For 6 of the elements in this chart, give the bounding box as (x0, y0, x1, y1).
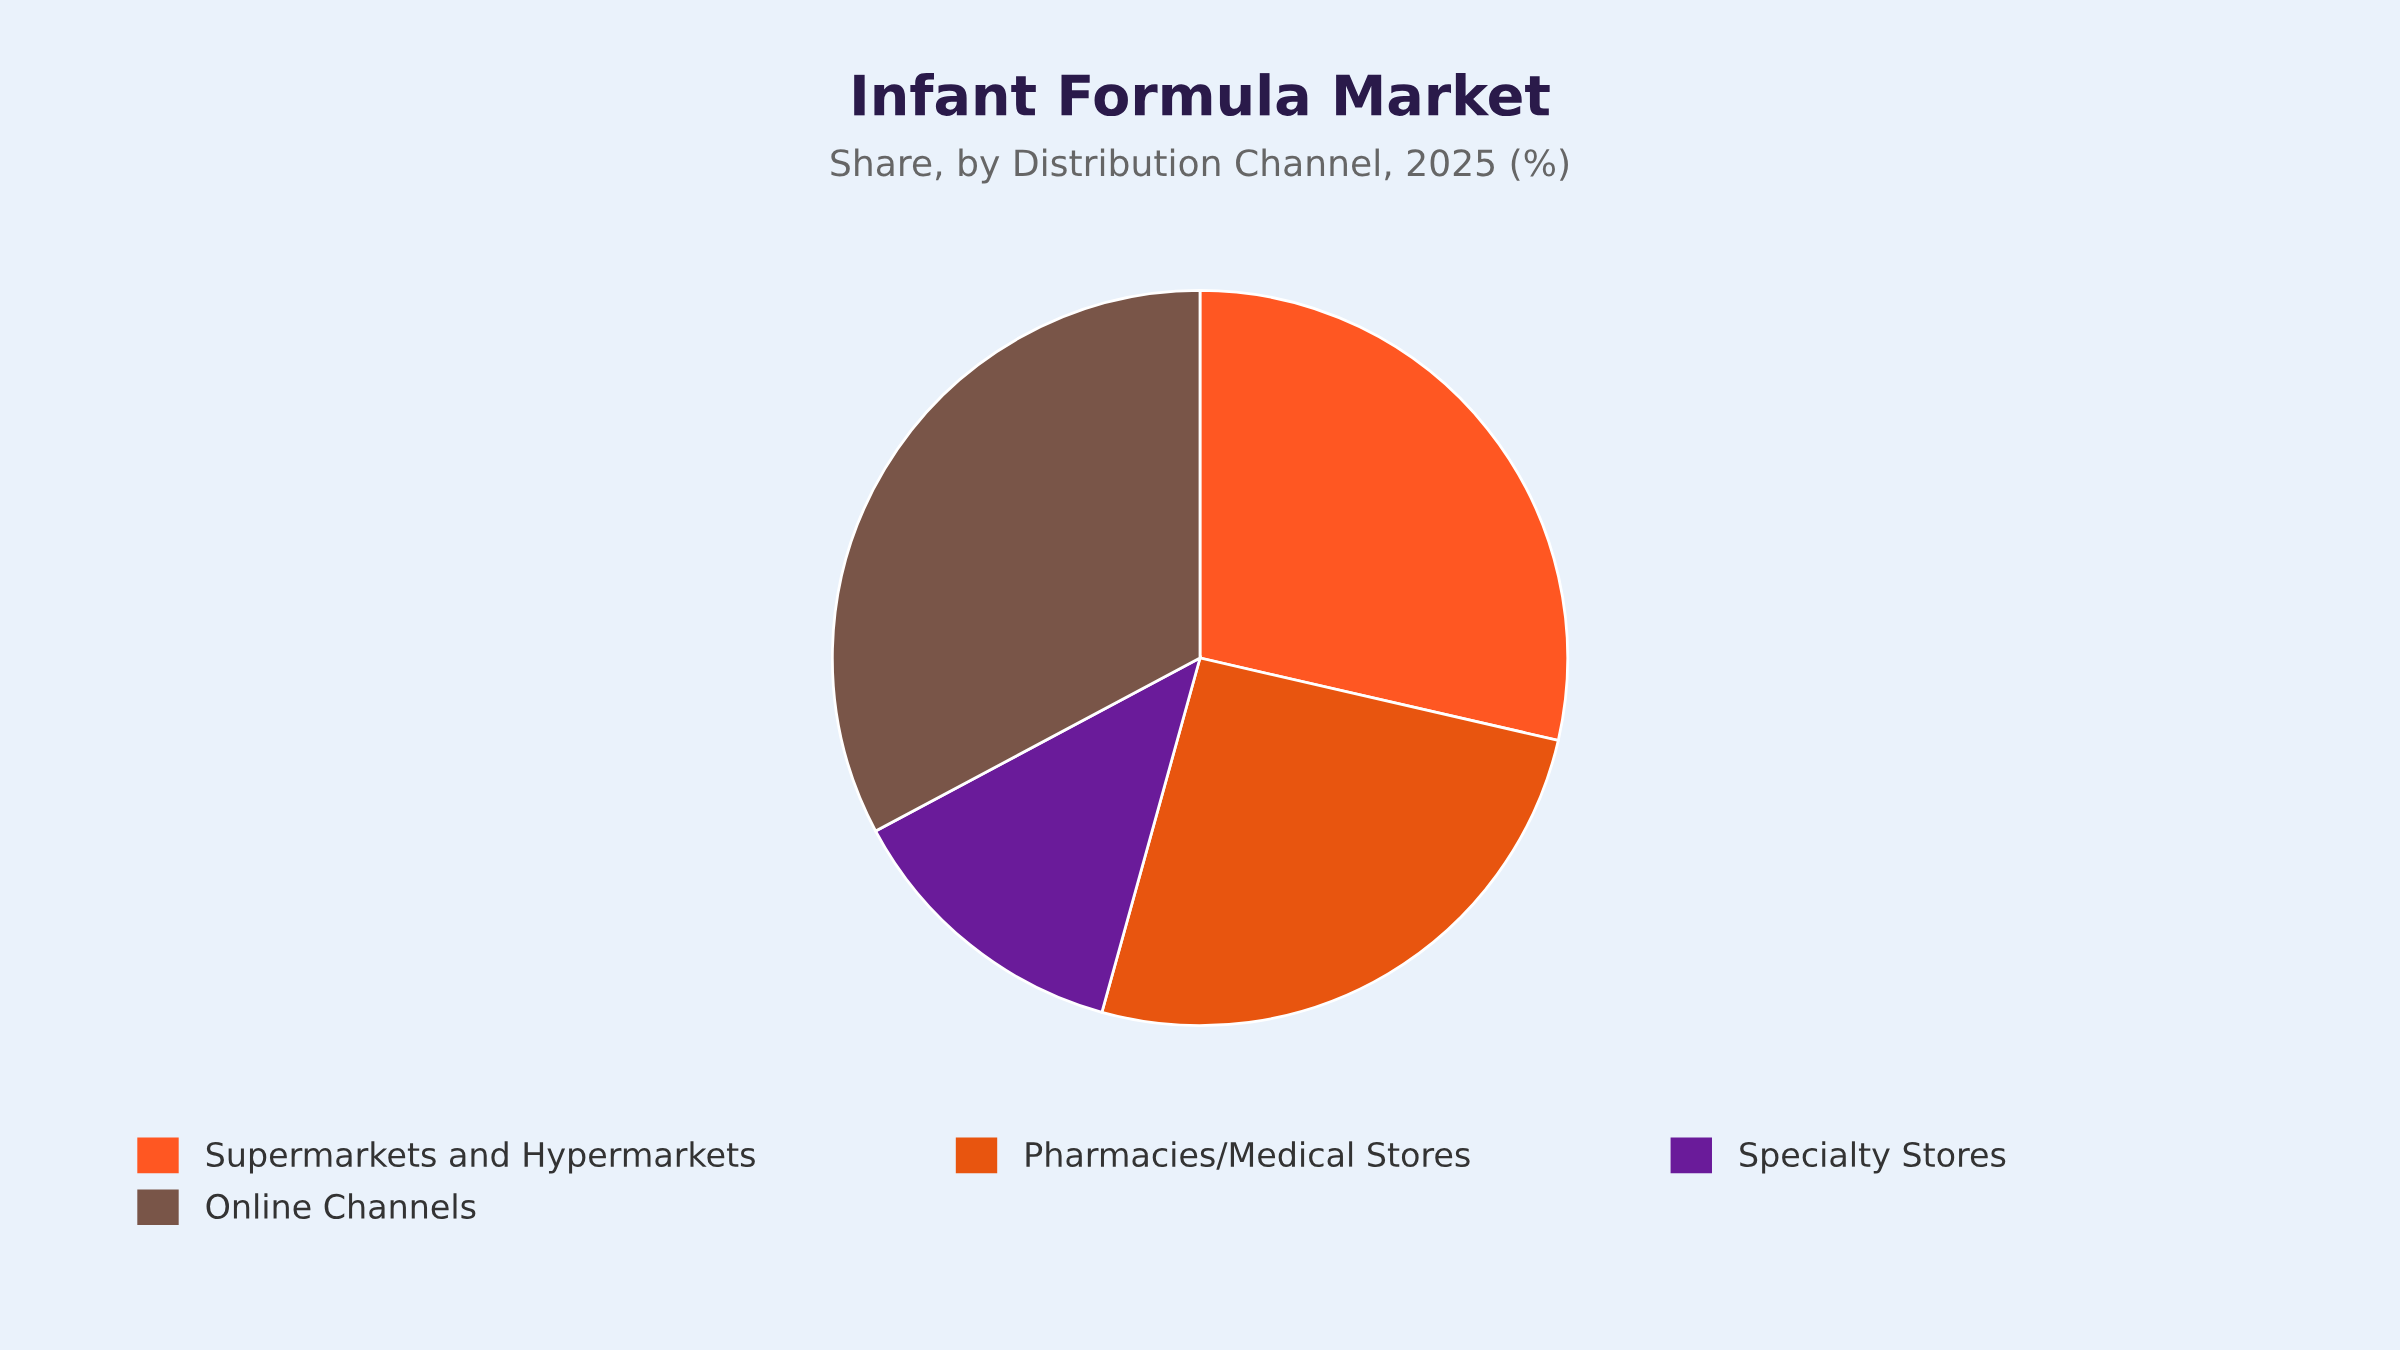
chart-title: Infant Formula Market (854, 73, 1550, 117)
legend-label: Pharmacies/Medical Stores (1026, 1141, 1470, 1170)
legend-label: Supermarkets and Hypermarkets (206, 1141, 755, 1174)
legend-label: Specialty Stores (1740, 1141, 2006, 1174)
legend-label: Online Channels (206, 1193, 476, 1220)
chart-subtitle: Share, by Distribution Channel, 2025 (%) (831, 148, 1568, 184)
